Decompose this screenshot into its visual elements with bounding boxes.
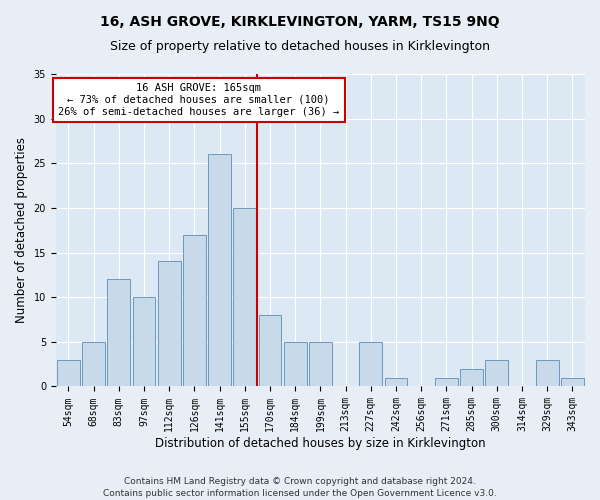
Y-axis label: Number of detached properties: Number of detached properties	[15, 137, 28, 323]
Bar	[233, 208, 256, 386]
Text: 16 ASH GROVE: 165sqm
← 73% of detached houses are smaller (100)
26% of semi-deta: 16 ASH GROVE: 165sqm ← 73% of detached h…	[58, 84, 339, 116]
Bar	[183, 234, 206, 386]
Bar	[133, 297, 155, 386]
Bar	[435, 378, 458, 386]
Text: Contains HM Land Registry data © Crown copyright and database right 2024.
Contai: Contains HM Land Registry data © Crown c…	[103, 476, 497, 498]
Bar	[82, 342, 105, 386]
Bar	[536, 360, 559, 386]
Bar	[385, 378, 407, 386]
Bar	[259, 315, 281, 386]
Bar	[284, 342, 307, 386]
Text: Size of property relative to detached houses in Kirklevington: Size of property relative to detached ho…	[110, 40, 490, 53]
Bar	[460, 368, 483, 386]
Bar	[561, 378, 584, 386]
X-axis label: Distribution of detached houses by size in Kirklevington: Distribution of detached houses by size …	[155, 437, 486, 450]
Text: 16, ASH GROVE, KIRKLEVINGTON, YARM, TS15 9NQ: 16, ASH GROVE, KIRKLEVINGTON, YARM, TS15…	[100, 15, 500, 29]
Bar	[158, 262, 181, 386]
Bar	[485, 360, 508, 386]
Bar	[359, 342, 382, 386]
Bar	[208, 154, 231, 386]
Bar	[309, 342, 332, 386]
Bar	[107, 280, 130, 386]
Bar	[57, 360, 80, 386]
